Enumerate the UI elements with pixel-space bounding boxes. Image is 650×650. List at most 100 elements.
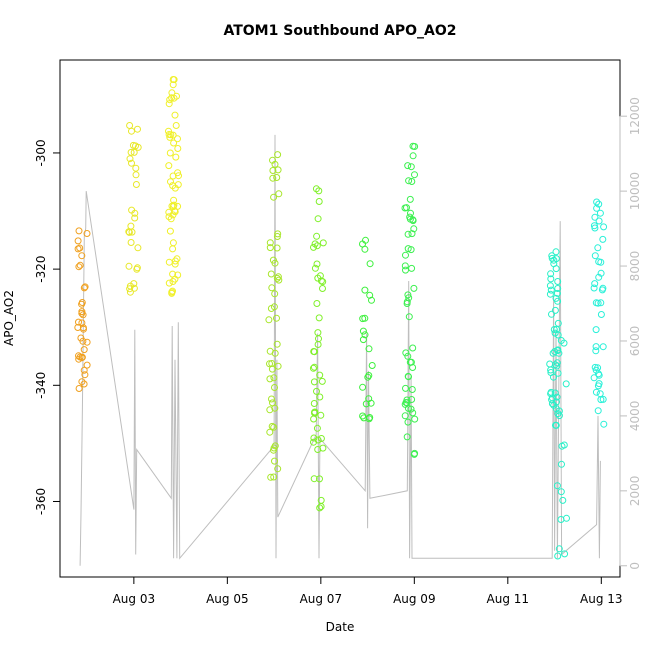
data-point xyxy=(554,346,562,354)
data-point xyxy=(75,352,82,360)
data-point xyxy=(405,313,413,321)
data-point xyxy=(559,496,567,504)
data-point xyxy=(313,300,321,307)
data-point xyxy=(310,434,318,442)
data-point xyxy=(75,318,82,326)
data-point xyxy=(553,362,561,370)
data-point xyxy=(411,449,419,457)
data-point xyxy=(319,239,327,247)
data-point xyxy=(271,404,279,412)
data-point xyxy=(552,294,560,302)
data-point xyxy=(600,223,608,231)
data-point xyxy=(552,255,560,263)
data-point xyxy=(268,284,276,292)
data-point xyxy=(274,230,282,238)
data-point xyxy=(359,383,367,391)
data-point xyxy=(359,336,367,344)
data-point xyxy=(274,166,282,174)
data-point xyxy=(75,227,83,235)
data-point xyxy=(268,365,276,373)
data-point xyxy=(365,345,373,353)
data-point xyxy=(128,127,135,135)
data-point xyxy=(599,284,607,292)
data-point xyxy=(548,254,556,262)
data-point xyxy=(314,329,322,337)
data-point xyxy=(125,228,133,236)
data-point xyxy=(404,162,412,170)
data-point xyxy=(313,260,321,268)
data-point xyxy=(555,545,563,553)
data-point xyxy=(311,408,318,416)
data-point xyxy=(174,169,182,177)
data-point xyxy=(310,348,318,355)
data-point xyxy=(175,172,182,180)
data-point xyxy=(172,153,180,161)
data-point xyxy=(596,209,604,217)
data-point xyxy=(599,395,607,403)
data-point xyxy=(81,371,89,379)
data-point xyxy=(267,305,275,312)
data-point xyxy=(594,299,602,307)
y-tick-label: -320 xyxy=(34,256,48,283)
data-point xyxy=(273,340,281,348)
data-point xyxy=(404,245,412,253)
data-point xyxy=(553,482,561,490)
data-point xyxy=(130,280,138,288)
data-point xyxy=(547,275,555,283)
data-point xyxy=(132,164,140,172)
data-point xyxy=(315,187,323,195)
data-point xyxy=(365,372,373,379)
data-point xyxy=(317,435,325,442)
data-point xyxy=(169,182,177,190)
data-point xyxy=(597,299,605,307)
data-point xyxy=(274,362,282,370)
line-series xyxy=(79,134,601,566)
data-point xyxy=(173,255,181,263)
point-series xyxy=(74,76,608,560)
data-point xyxy=(266,406,274,414)
data-point xyxy=(315,314,323,322)
data-point xyxy=(166,96,174,104)
data-point xyxy=(274,151,282,159)
data-point xyxy=(317,411,325,419)
data-point xyxy=(166,149,174,157)
data-point xyxy=(409,364,417,371)
data-point xyxy=(410,225,418,233)
data-point xyxy=(560,441,568,449)
data-point xyxy=(553,359,561,367)
data-point xyxy=(404,418,412,426)
x-tick-label: Aug 07 xyxy=(300,592,343,606)
data-point xyxy=(599,343,607,351)
data-point xyxy=(167,215,175,223)
data-point xyxy=(132,171,140,179)
x-tick-label: Aug 11 xyxy=(487,592,530,606)
y-axis-label: APO_AO2 xyxy=(2,290,16,346)
data-point xyxy=(74,237,82,245)
y2-tick-label: 8000 xyxy=(628,251,642,282)
data-point xyxy=(593,198,601,206)
data-point xyxy=(168,288,176,296)
data-point xyxy=(316,371,324,379)
data-point xyxy=(553,325,561,333)
data-point xyxy=(78,309,86,317)
data-point xyxy=(561,550,569,558)
data-point xyxy=(270,374,278,382)
data-point xyxy=(268,395,275,403)
data-point xyxy=(319,444,327,452)
data-point xyxy=(553,289,561,297)
data-point xyxy=(128,159,135,167)
data-point xyxy=(132,181,140,188)
data-point xyxy=(362,236,369,244)
data-point xyxy=(266,239,274,247)
data-point xyxy=(169,287,176,295)
data-point xyxy=(165,162,173,170)
data-point xyxy=(597,396,605,404)
data-point xyxy=(597,311,605,318)
data-point xyxy=(169,172,177,180)
data-point xyxy=(592,343,600,351)
data-point xyxy=(411,143,419,150)
data-point xyxy=(265,316,273,324)
x-tick-label: Aug 09 xyxy=(393,592,436,606)
data-point xyxy=(314,215,322,223)
data-point xyxy=(554,278,562,285)
